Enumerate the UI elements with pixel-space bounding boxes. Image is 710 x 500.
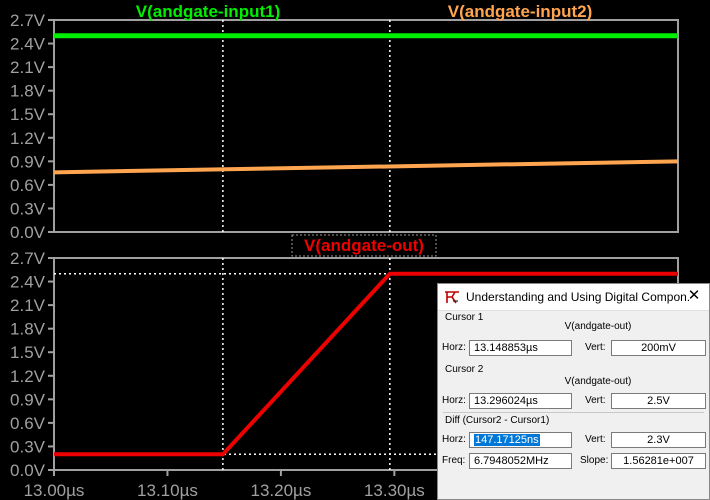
cursor2-section-label: Cursor 2	[445, 364, 484, 375]
trace-label-out[interactable]: V(andgate-out)	[304, 236, 424, 255]
cursor2-vert-label: Vert:	[585, 395, 606, 406]
cursor2-trace-name: V(andgate-out)	[564, 376, 632, 387]
diff-horz-value: 147.17125ns	[474, 434, 540, 446]
y-tick-label: 0.6V	[10, 414, 46, 433]
cursor2-horz-label: Horz:	[442, 395, 466, 406]
y-tick-label: 0.6V	[10, 176, 46, 195]
y-tick-label: 1.2V	[10, 367, 46, 386]
trace-label-input1[interactable]: V(andgate-input1)	[136, 2, 281, 21]
y-tick-label: 0.9V	[10, 152, 46, 171]
bottom-plot-pane[interactable]: 2.7V 2.4V 2.1V 1.8V 1.5V 1.2V 0.9V 0.6V 0.3V 0.0V…	[10, 234, 679, 480]
dialog-titlebar[interactable]: Understanding and Using Digital Compon..…	[438, 284, 709, 311]
top-plot-frame	[53, 19, 679, 233]
cursor1-section-label: Cursor 1	[445, 312, 484, 323]
dialog-divider	[443, 412, 704, 413]
freq-label: Freq:	[442, 455, 466, 466]
y-tick-label: 1.8V	[10, 82, 46, 101]
y-tick-label: 2.4V	[10, 35, 46, 54]
y-tick-label: 2.7V	[10, 11, 46, 30]
cursor-dialog[interactable]: Understanding and Using Digital Compon..…	[437, 283, 710, 500]
freq-field[interactable]: 6.7948052MHz	[469, 453, 572, 469]
close-icon[interactable]: ✕	[687, 287, 701, 304]
diff-horz-field[interactable]: 147.17125ns	[469, 432, 572, 448]
y-tick-label: 0.0V	[10, 223, 46, 242]
y-tick-label: 0.9V	[10, 390, 46, 409]
x-tick-label: 13.00µs	[24, 481, 85, 500]
trace-label-input2[interactable]: V(andgate-input2)	[448, 2, 593, 21]
cursor2-vert-field[interactable]: 2.5V	[611, 393, 706, 409]
cursor1-horz-label: Horz:	[442, 342, 466, 353]
y-tick-label: 0.3V	[10, 199, 46, 218]
y-tick-label: 1.8V	[10, 320, 46, 339]
diff-section-label: Diff (Cursor2 - Cursor1)	[445, 415, 550, 426]
y-tick-label: 2.1V	[10, 296, 46, 315]
y-tick-label: 1.5V	[10, 343, 46, 362]
y-tick-label: 2.7V	[10, 249, 46, 268]
x-tick-label: 13.10µs	[137, 481, 198, 500]
cursor1-trace-name: V(andgate-out)	[564, 321, 632, 332]
cursor1-horz-field[interactable]: 13.148853µs	[469, 340, 572, 356]
dialog-title: Understanding and Using Digital Compon..…	[466, 290, 691, 304]
diff-vert-field[interactable]: 2.3V	[611, 432, 706, 448]
y-tick-label: 1.5V	[10, 105, 46, 124]
cursor1-vert-label: Vert:	[585, 342, 606, 353]
diff-horz-label: Horz:	[442, 434, 466, 445]
selected-trace-box	[291, 234, 437, 257]
slope-field[interactable]: 1.56281e+007	[611, 453, 706, 469]
y-tick-label: 2.4V	[10, 273, 46, 292]
slope-label: Slope:	[580, 455, 609, 466]
diff-vert-label: Vert:	[585, 434, 606, 445]
y-tick-label: 2.1V	[10, 58, 46, 77]
cursor2-horz-field[interactable]: 13.296024µs	[469, 393, 572, 409]
y-tick-label: 1.2V	[10, 129, 46, 148]
trace-andgate-input2	[53, 159, 679, 175]
x-tick-label: 13.20µs	[250, 481, 311, 500]
cursor1-vert-field[interactable]: 200mV	[611, 340, 706, 356]
y-tick-label: 0.0V	[10, 461, 46, 480]
y-tick-label: 0.3V	[10, 437, 46, 456]
top-plot-pane[interactable]: 2.7V 2.4V 2.1V 1.8V 1.5V 1.2V 0.9V 0.6V 0.3V 0.0V…	[10, 2, 679, 242]
x-tick-label: 13.30µs	[364, 481, 425, 500]
ltspice-icon	[445, 291, 459, 304]
trace-andgate-out	[54, 271, 678, 457]
